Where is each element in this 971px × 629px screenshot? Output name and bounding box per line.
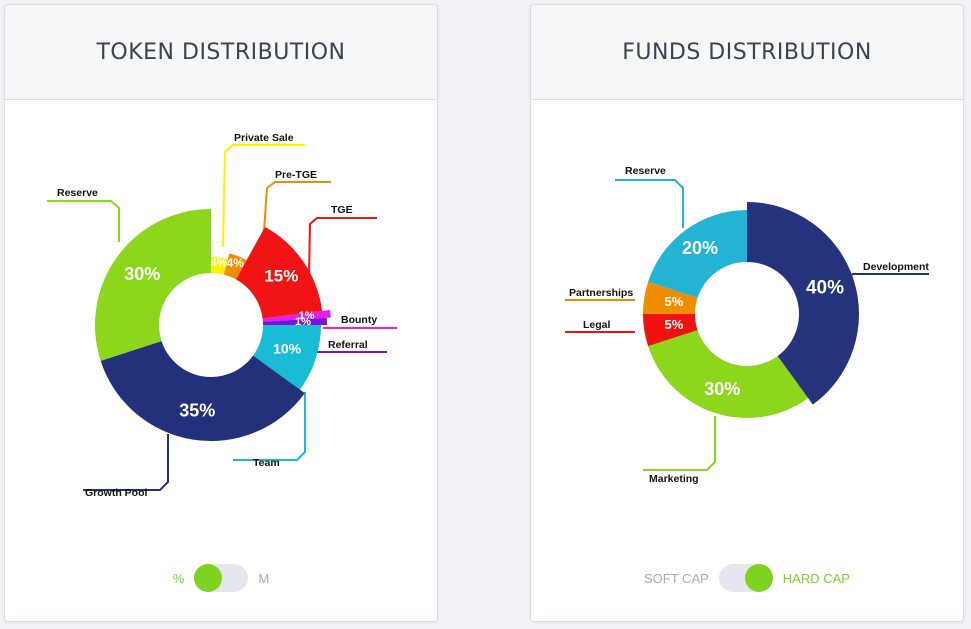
- callout-label-reserve: Reserve: [625, 165, 666, 177]
- slice-value-team: 10%: [273, 340, 302, 356]
- slice-referral: [262, 317, 327, 325]
- leader-line-private-sale: [222, 144, 305, 248]
- funds-distribution-card: FUNDS DISTRIBUTION 40% Development 30% Mark…: [530, 4, 964, 622]
- slice-value-partnerships: 5%: [665, 294, 684, 309]
- slice-reserve: [648, 210, 747, 298]
- slice-value-marketing: 30%: [704, 379, 740, 399]
- unit-switch[interactable]: [194, 564, 249, 592]
- slice-partnerships: [643, 281, 698, 314]
- slice-pre-tge: [223, 253, 247, 280]
- leader-line-team: [233, 392, 306, 461]
- slice-value-reserve: 20%: [682, 238, 718, 258]
- callout-label-growth-pool: Growth Pool: [85, 487, 147, 499]
- slice-bounty: [262, 309, 331, 322]
- slice-reserve: [94, 209, 211, 361]
- leader-line-marketing: [643, 416, 716, 471]
- callout-label-referral: Referral: [328, 339, 368, 351]
- token-card-header: TOKEN DISTRIBUTION: [5, 5, 437, 100]
- callout-label-team: Team: [253, 457, 280, 469]
- slice-team: [253, 325, 321, 390]
- callout-label-tge: TGE: [331, 204, 353, 216]
- funds-card-header: FUNDS DISTRIBUTION: [531, 5, 963, 100]
- leader-line-pre-tge: [262, 181, 331, 247]
- token-distribution-card: TOKEN DISTRIBUTION 4% Private Sale 4% Pre-T…: [4, 4, 438, 622]
- leader-line-reserve: [615, 179, 684, 228]
- slice-value-pre-tge: 4%: [227, 256, 245, 270]
- token-card-title: TOKEN DISTRIBUTION: [96, 39, 346, 65]
- slice-value-legal: 5%: [665, 317, 684, 332]
- leader-line-development: [842, 273, 929, 281]
- callout-label-private-sale: Private Sale: [234, 132, 294, 144]
- cap-switch[interactable]: [718, 564, 773, 592]
- slice-value-private-sale: 4%: [210, 256, 228, 270]
- leader-line-growth-pool: [83, 434, 169, 491]
- slice-legal: [643, 314, 698, 347]
- percent-toggle-label[interactable]: %: [172, 570, 185, 586]
- slice-value-reserve: 30%: [124, 264, 160, 284]
- switch-knob: [194, 564, 223, 592]
- callout-label-legal: Legal: [583, 319, 611, 331]
- soft-cap-toggle-label[interactable]: SOFT CAP: [644, 570, 709, 586]
- funds-donut-chart: 40% Development 30% Marketing 5% Legal 5% Partn…: [565, 165, 929, 485]
- callout-label-development: Development: [863, 261, 929, 273]
- slice-private-sale: [211, 257, 228, 275]
- leader-line-reserve: [47, 200, 120, 242]
- funds-card-title: FUNDS DISTRIBUTION: [622, 39, 872, 65]
- million-toggle-label[interactable]: M: [258, 570, 270, 586]
- callout-label-bounty: Bounty: [341, 314, 377, 326]
- funds-cap-toggle: SOFT CAP HARD CAP: [531, 563, 963, 593]
- slice-value-tge: 15%: [264, 267, 298, 286]
- callout-label-partnerships: Partnerships: [569, 287, 633, 299]
- slice-value-development: 40%: [806, 278, 844, 299]
- slice-tge: [236, 226, 323, 319]
- slice-development: [747, 202, 859, 405]
- slice-growth-pool: [100, 341, 305, 442]
- slice-marketing: [648, 330, 809, 418]
- token-unit-toggle: % M: [5, 563, 437, 593]
- hard-cap-toggle-label[interactable]: HARD CAP: [782, 570, 850, 586]
- callout-label-pre-tge: Pre-TGE: [275, 169, 317, 181]
- callout-label-reserve: Reserve: [57, 187, 98, 199]
- callout-label-marketing: Marketing: [649, 473, 699, 485]
- slice-value-growth-pool: 35%: [179, 401, 215, 421]
- leader-line-tge: [308, 217, 377, 277]
- switch-knob: [744, 564, 773, 592]
